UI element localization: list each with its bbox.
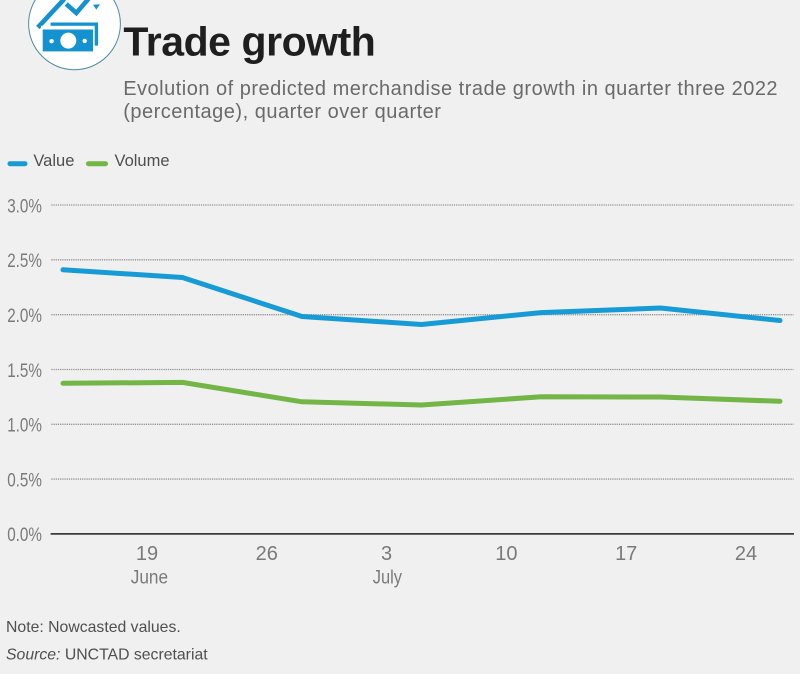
svg-text:19: 19 (136, 543, 158, 565)
svg-text:Note: Nowcasted values.: Note: Nowcasted values. (6, 619, 181, 636)
svg-text:17: 17 (615, 543, 637, 565)
svg-text:Source: UNCTAD secretariat: Source: UNCTAD secretariat (6, 647, 208, 664)
svg-text:3.0%: 3.0% (7, 196, 42, 217)
svg-text:Evolution of predicted merchan: Evolution of predicted merchandise trade… (123, 78, 778, 100)
svg-text:July: July (373, 567, 403, 588)
svg-text:2.5%: 2.5% (7, 251, 42, 272)
svg-text:0.0%: 0.0% (7, 525, 42, 546)
svg-text:26: 26 (256, 543, 278, 565)
svg-text:Trade growth: Trade growth (123, 18, 375, 64)
svg-text:2.0%: 2.0% (7, 306, 42, 327)
svg-text:10: 10 (495, 543, 517, 565)
svg-text:(percentage), quarter over qua: (percentage), quarter over quarter (123, 101, 441, 123)
svg-text:Volume: Volume (115, 152, 170, 170)
svg-text:1.0%: 1.0% (7, 416, 42, 437)
svg-text:3: 3 (381, 543, 392, 565)
svg-text:0.5%: 0.5% (7, 470, 42, 491)
svg-text:June: June (131, 567, 168, 588)
svg-text:1.5%: 1.5% (7, 361, 42, 382)
svg-text:Value: Value (33, 152, 74, 170)
svg-text:24: 24 (735, 543, 757, 565)
